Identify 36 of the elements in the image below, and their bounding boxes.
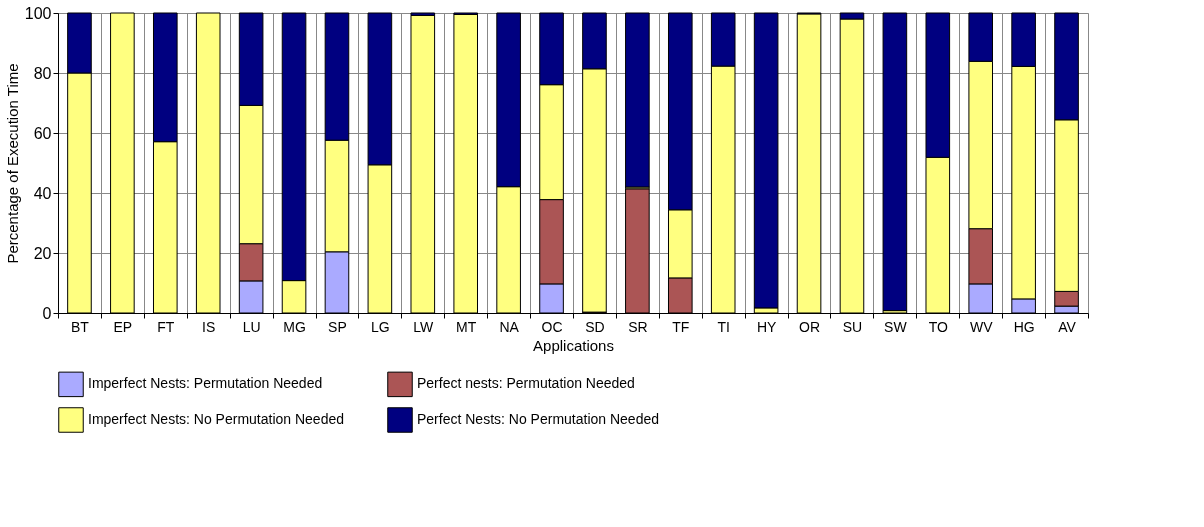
x-tick-label: SU	[842, 318, 863, 335]
x-tick-label: MG	[283, 318, 306, 335]
x-tick-label: HG	[1013, 318, 1035, 335]
y-axis-title: Percentage of Execution Time	[3, 63, 21, 264]
x-tick-label: BT	[71, 318, 90, 335]
x-tick-label: WV	[969, 318, 994, 335]
x-axis-title: Applications	[533, 336, 614, 354]
x-tick-label: LU	[242, 318, 261, 335]
y-tick-label: 100	[24, 4, 52, 22]
x-tick-label: TF	[672, 318, 690, 335]
y-tick-label: 60	[33, 124, 52, 142]
legend-label: Imperfect Nests: Permutation Needed	[88, 375, 323, 392]
x-tick-label: SW	[884, 318, 908, 335]
legend-label: Perfect Nests: No Permutation Needed	[417, 411, 660, 427]
y-tick-label: 0	[42, 304, 52, 322]
x-tick-label: OC	[541, 318, 563, 335]
x-tick-label: FT	[157, 318, 175, 335]
x-tick-label: HY	[756, 318, 778, 335]
x-tick-label: LG	[371, 318, 390, 335]
x-tick-label: SD	[585, 318, 605, 335]
y-tick-label: 20	[33, 244, 52, 262]
x-tick-label: TI	[717, 318, 730, 335]
legend-label: Imperfect Nests: No Permutation Needed	[88, 411, 345, 427]
legend-label: Perfect nests: Permutation Needed	[417, 375, 635, 392]
x-tick-label: OR	[799, 318, 821, 335]
y-tick-label: 80	[33, 64, 52, 82]
x-tick-label: LW	[413, 318, 435, 335]
x-tick-label: NA	[499, 318, 520, 335]
x-tick-label: AV	[1058, 318, 1077, 335]
x-tick-label: TO	[928, 318, 948, 335]
x-tick-label: IS	[202, 318, 216, 335]
y-tick-label: 40	[33, 184, 52, 202]
x-tick-label: MT	[456, 318, 477, 335]
x-tick-label: SR	[628, 318, 648, 335]
x-tick-label: EP	[113, 318, 133, 335]
x-tick-label: SP	[328, 318, 347, 335]
